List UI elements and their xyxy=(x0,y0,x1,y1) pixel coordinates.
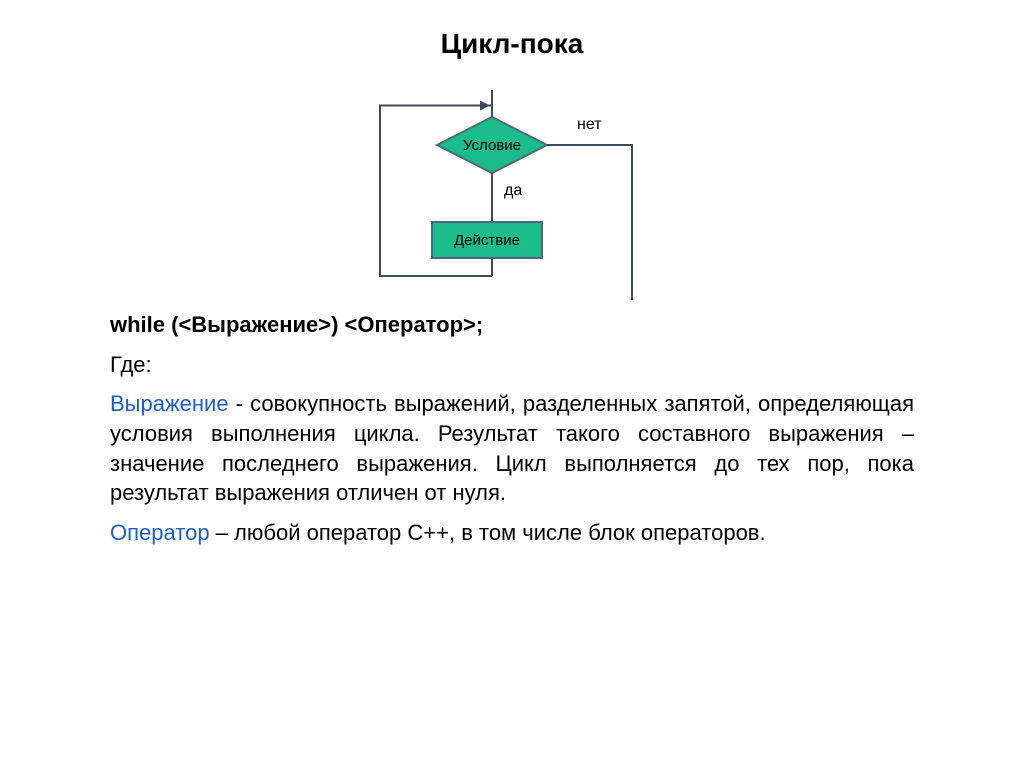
term-operator: Оператор xyxy=(110,520,210,545)
expression-paragraph: Выражение - совокупность выражений, разд… xyxy=(110,389,914,508)
no-label: нет xyxy=(577,116,602,134)
svg-text:Действие: Действие xyxy=(454,232,520,249)
operator-body: – любой оператор С++, в том числе блок о… xyxy=(210,520,766,545)
page-title: Цикл-пока xyxy=(0,0,1024,60)
term-expression: Выражение xyxy=(110,391,229,416)
flowchart: Условие Действие нет да xyxy=(352,90,672,300)
syntax-line: while (<Выражение>) <Оператор>; xyxy=(110,310,914,340)
where-label: Где: xyxy=(110,350,914,380)
body-text: while (<Выражение>) <Оператор>; Где: Выр… xyxy=(0,310,1024,548)
yes-label: да xyxy=(504,182,522,200)
expression-body: - совокупность выражений, разделенных за… xyxy=(110,391,914,505)
svg-text:Условие: Условие xyxy=(463,137,521,154)
operator-paragraph: Оператор – любой оператор С++, в том чис… xyxy=(110,518,914,548)
